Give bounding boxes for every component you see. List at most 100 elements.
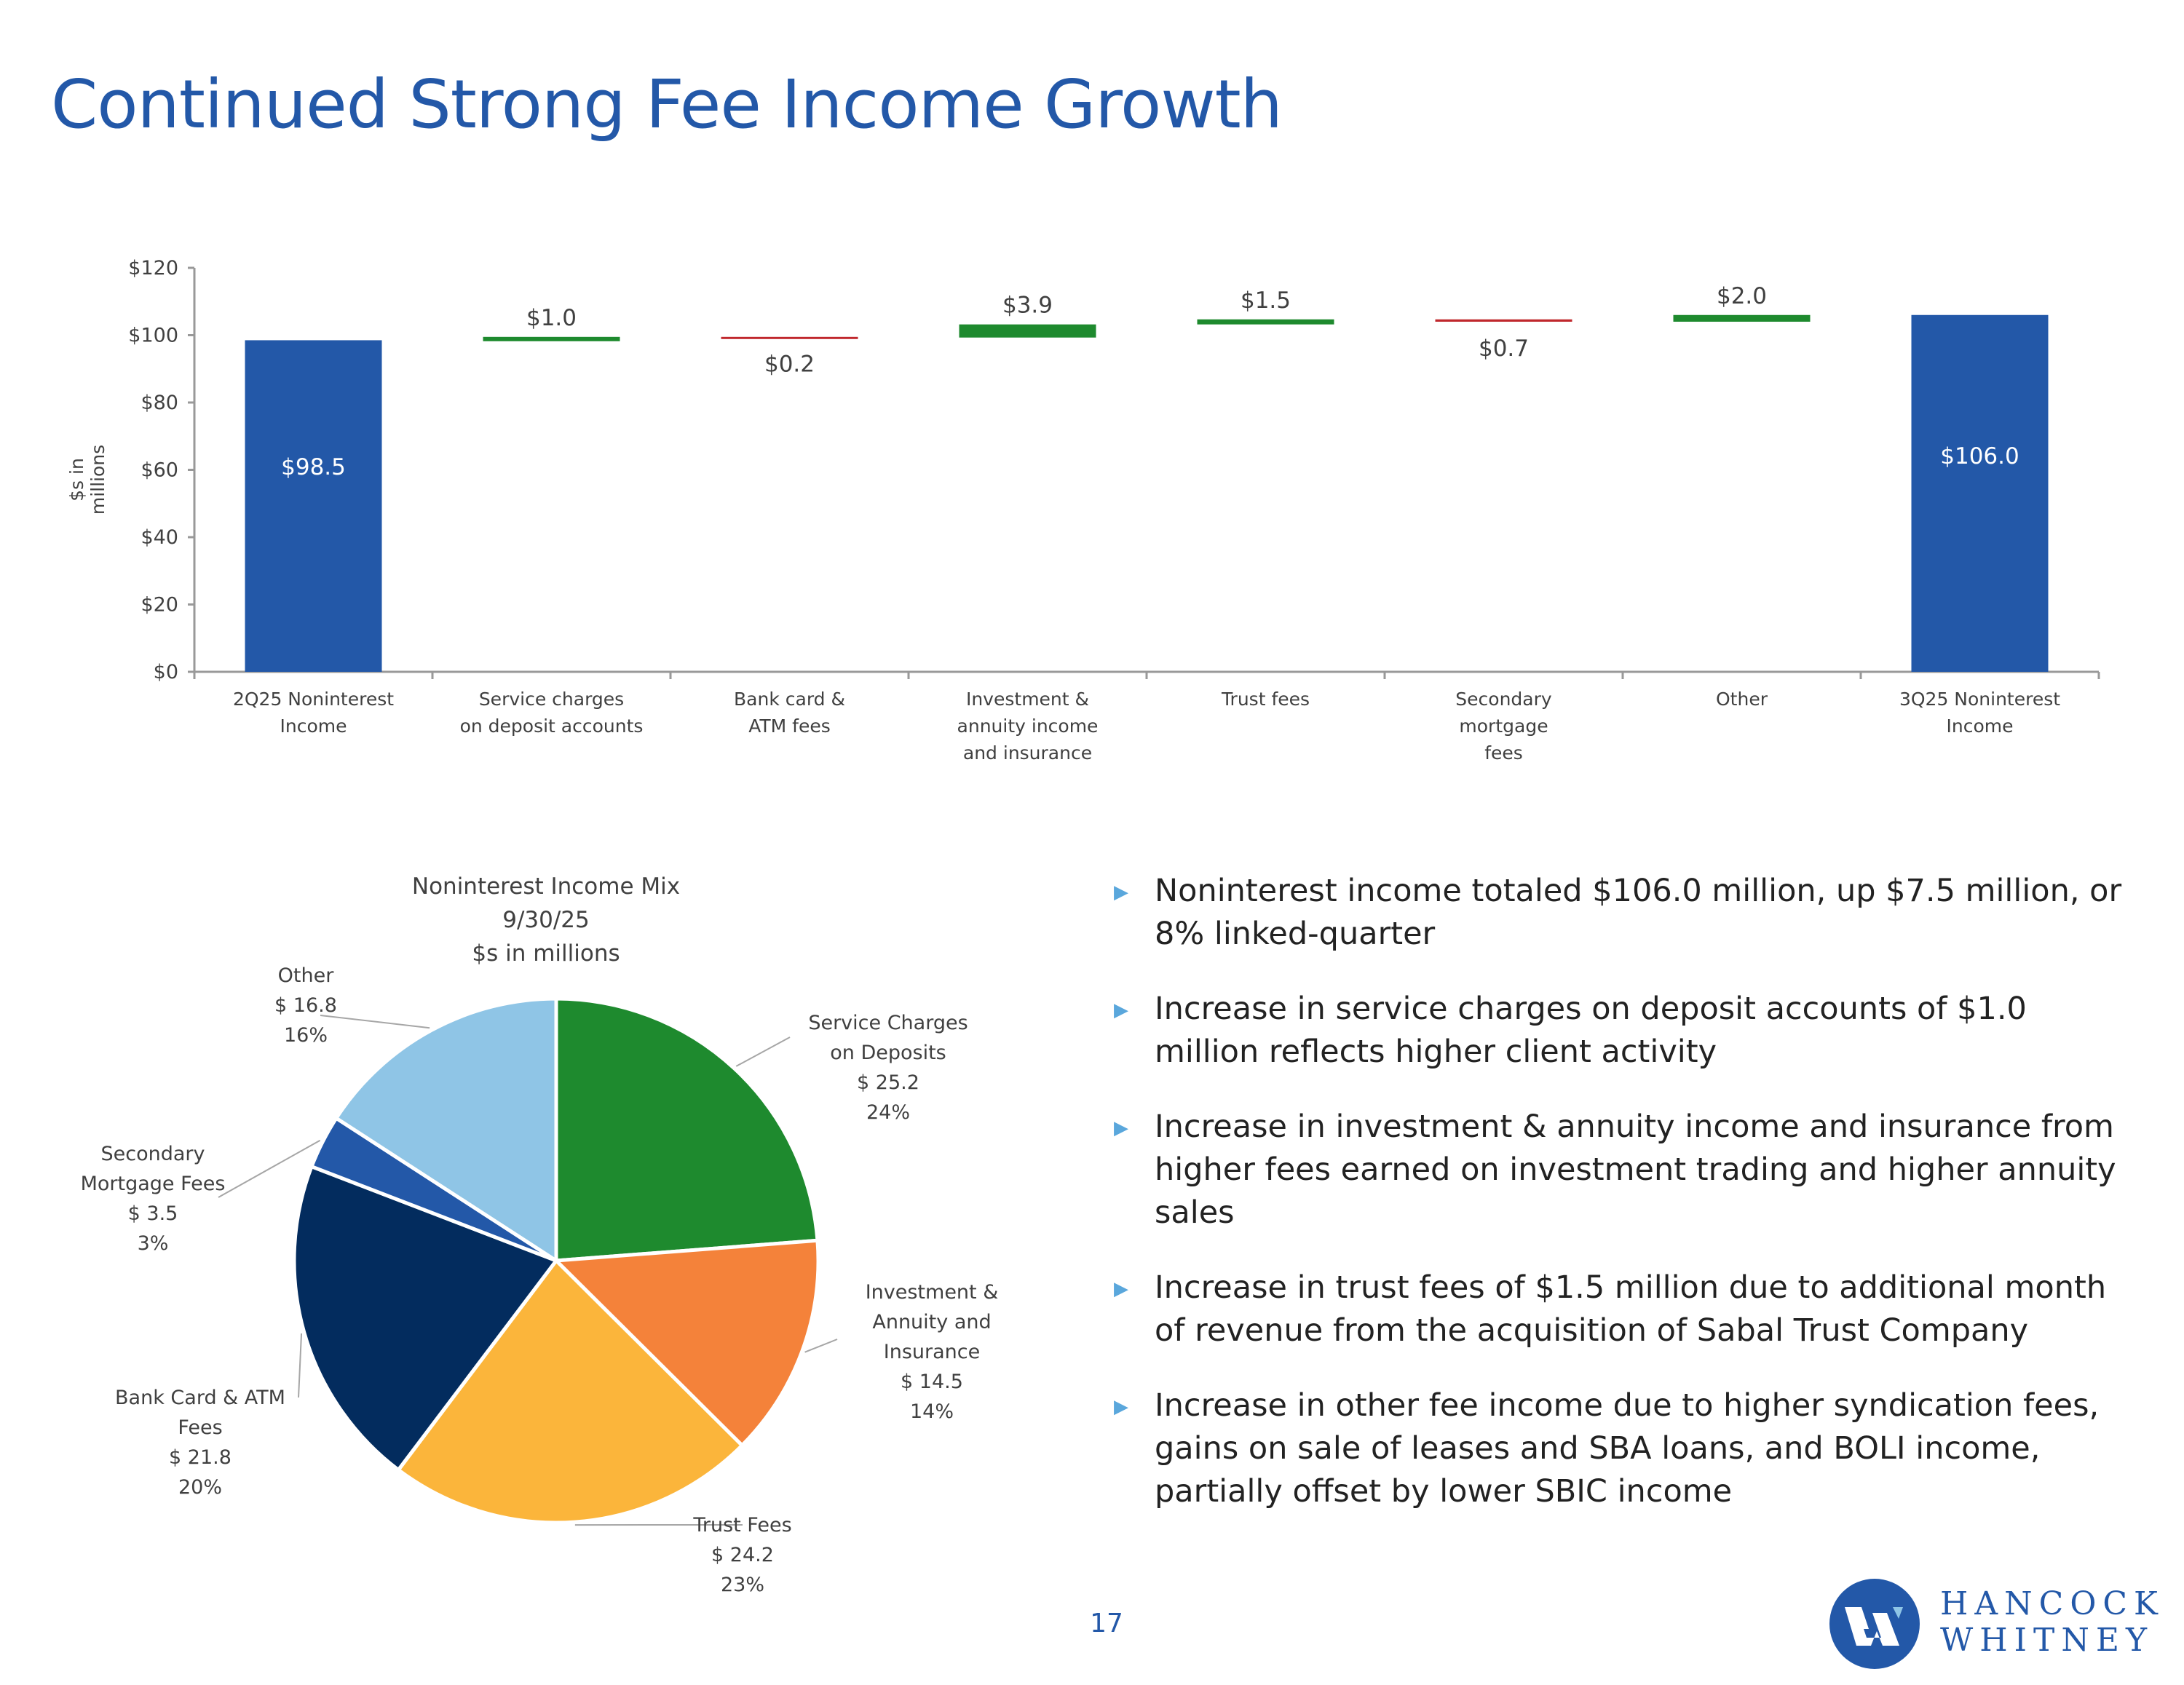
leader-line [804, 1339, 838, 1353]
pie-label-line: Trust Fees [693, 1514, 792, 1537]
category-label-line: Service charges [478, 689, 625, 710]
logo-mark-icon [1829, 1579, 1920, 1669]
page-title: Continued Strong Fee Income Growth [51, 66, 1283, 143]
pie-label-line: Secondary [100, 1143, 205, 1165]
bar [1197, 319, 1334, 325]
pie-label-line: 24% [866, 1101, 910, 1124]
data-label: $1.5 [1241, 288, 1291, 314]
pie-label-line: Bank Card & ATM [115, 1387, 285, 1409]
pie-label-line: 16% [283, 1024, 328, 1047]
bar [1435, 319, 1572, 322]
data-label: $0.7 [1479, 336, 1529, 362]
data-label: $2.0 [1717, 283, 1767, 309]
logo-text: HANCOCK [1940, 1585, 2164, 1622]
pie-slice [395, 1258, 745, 1525]
pie-label: Other $ 16.8 16% [233, 961, 379, 1050]
category-label-line: 3Q25 Noninterest [1899, 689, 2061, 710]
category-label-line: Income [1946, 715, 2014, 737]
bullet-item: ▶ Increase in service charges on deposit … [1114, 988, 2133, 1074]
pie-label-line: $ 16.8 [274, 994, 337, 1017]
bar [959, 324, 1096, 338]
pie-label-line: $ 3.5 [127, 1202, 178, 1225]
bullet-text: Increase in trust fees of $1.5 million d… [1155, 1269, 2107, 1349]
category-label: Secondary mortgage fees [1395, 686, 1613, 766]
data-label: $1.0 [526, 305, 577, 331]
bullet-item: ▶ Increase in trust fees of $1.5 million … [1114, 1266, 2133, 1352]
category-label: Investment & annuity income and insurance [919, 686, 1137, 766]
pie-label-line: on Deposits [830, 1042, 946, 1064]
pie-label: Secondary Mortgage Fees $ 3.5 3% [44, 1139, 262, 1258]
category-label-line: 2Q25 Noninterest [232, 689, 395, 710]
pie-label-line: $ 24.2 [711, 1544, 774, 1566]
category-label-line: and insurance [962, 742, 1093, 764]
pie-title-line: Noninterest Income Mix [411, 873, 681, 900]
triangle-right-icon: ▶ [1114, 881, 1128, 903]
pie-label-line: $ 25.2 [857, 1071, 919, 1094]
bullet-text: Noninterest income totaled $106.0 millio… [1155, 873, 2122, 952]
y-tick-label: $60 [141, 459, 178, 482]
pie-label-line: Annuity and [872, 1311, 992, 1333]
triangle-right-icon: ▶ [1114, 999, 1128, 1021]
y-tick-label: $20 [141, 594, 178, 616]
leader-line [735, 1036, 791, 1067]
y-tick-label: $100 [128, 325, 178, 347]
pie-title: Noninterest Income Mix 9/30/25 $s in mil… [328, 870, 764, 970]
bullet-text: Increase in service charges on deposit a… [1155, 991, 2027, 1070]
category-label-line: mortgage [1459, 715, 1548, 737]
pie-label-line: Service Charges [808, 1012, 968, 1034]
data-label: $3.9 [1002, 293, 1053, 319]
pie-label: Investment & Annuity and Insurance $ 14.5 14… [823, 1277, 1041, 1427]
bar [245, 340, 382, 672]
pie-label-line: Other [277, 964, 334, 987]
y-tick-label: $120 [128, 257, 178, 279]
pie-label-line: Investment & [865, 1281, 999, 1304]
data-label: $106.0 [1940, 443, 2019, 469]
bullet-text: Increase in other fee income due to high… [1155, 1387, 2100, 1510]
category-label: Trust fees [1157, 686, 1375, 713]
category-label-line: annuity income [957, 715, 1099, 737]
category-label-line: Trust fees [1221, 689, 1310, 710]
bullet-list: ▶ Noninterest income totaled $106.0 milli… [1114, 870, 2133, 1545]
category-label-line: Other [1716, 689, 1768, 710]
y-tick-label: $40 [141, 526, 178, 549]
pie-label-line: 23% [720, 1574, 764, 1596]
triangle-right-icon: ▶ [1114, 1396, 1128, 1418]
category-label: Other [1633, 686, 1851, 713]
pie-label-line: Insurance [883, 1341, 981, 1363]
pie-label-line: 14% [909, 1400, 954, 1423]
category-label: 2Q25 Noninterest Income [205, 686, 423, 740]
y-tick-label: $0 [154, 661, 178, 683]
bullet-item: ▶ Increase in investment & annuity income… [1114, 1106, 2133, 1234]
leader-line [298, 1333, 303, 1398]
bullet-text: Increase in investment & annuity income … [1155, 1109, 2116, 1231]
y-tick-label: $80 [141, 392, 178, 414]
bullet-item: ▶ Increase in other fee income due to hig… [1114, 1384, 2133, 1513]
pie-title-line: 9/30/25 [502, 907, 590, 933]
category-label-line: Bank card & [734, 689, 845, 710]
category-label-line: Secondary [1455, 689, 1552, 710]
category-label: Bank card & ATM fees [681, 686, 899, 740]
pie-slice [292, 1164, 559, 1472]
pie-label: Trust Fees $ 24.2 23% [655, 1510, 830, 1600]
category-label-line: fees [1484, 742, 1523, 764]
pie-slice [333, 996, 558, 1264]
y-axis-label: $s in millions [66, 444, 108, 515]
pie-label: Service Charges on Deposits $ 25.2 24% [779, 1008, 997, 1127]
pie-label-line: $ 21.8 [169, 1446, 232, 1469]
category-label: 3Q25 Noninterest Income [1871, 686, 2089, 740]
data-label: $98.5 [281, 454, 346, 480]
leader-line [218, 1139, 321, 1198]
pie-label-line: Mortgage Fees [80, 1173, 226, 1195]
triangle-right-icon: ▶ [1114, 1117, 1128, 1139]
pie-slice [554, 996, 820, 1263]
category-label-line: Income [280, 715, 347, 737]
category-label-line: Investment & [965, 689, 1090, 710]
pie-title-line: $s in millions [472, 940, 620, 967]
bar [483, 336, 620, 341]
pie-slice [552, 1238, 820, 1448]
logo-text: WHITNEY [1940, 1622, 2153, 1659]
pie-label: Bank Card & ATM Fees $ 21.8 20% [80, 1383, 320, 1502]
category-label: Service charges on deposit accounts [443, 686, 661, 740]
bullet-item: ▶ Noninterest income totaled $106.0 milli… [1114, 870, 2133, 956]
